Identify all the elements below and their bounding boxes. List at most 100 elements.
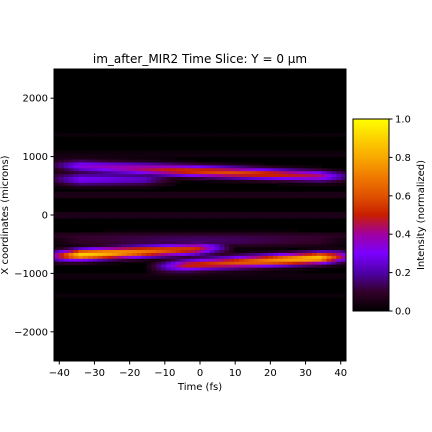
heatmap-cell <box>88 241 94 245</box>
heatmap-cell <box>107 150 113 155</box>
heatmap-cell <box>68 215 75 219</box>
heatmap-cell <box>214 191 221 196</box>
heatmap-cell <box>161 194 167 199</box>
heatmap-cell <box>253 235 259 239</box>
heatmap-cell <box>243 229 250 234</box>
heatmap-cell <box>122 247 128 251</box>
heatmap-cell <box>224 177 230 181</box>
heatmap-cell <box>122 244 128 248</box>
heatmap-cell <box>190 293 196 298</box>
heatmap-cell <box>292 241 298 245</box>
heatmap-cell <box>92 153 99 158</box>
heatmap-cell <box>63 232 70 237</box>
heatmap-cell <box>204 153 211 158</box>
heatmap-cell <box>224 215 230 219</box>
heatmap-cell <box>141 238 148 242</box>
heatmap-cell <box>170 258 177 263</box>
heatmap-cell <box>316 261 323 266</box>
y-axis-label: X coordinates (microns) <box>0 155 11 274</box>
heatmap-cell <box>97 150 104 155</box>
heatmap-cell <box>234 235 240 239</box>
heatmap-cell <box>234 250 240 254</box>
heatmap-cell <box>195 177 201 181</box>
heatmap-cell <box>229 171 235 175</box>
heatmap-cell <box>73 159 79 164</box>
heatmap-cell <box>58 238 65 242</box>
heatmap-cell <box>287 276 294 280</box>
heatmap-cell <box>234 244 240 248</box>
heatmap-cell <box>92 244 99 248</box>
heatmap-cell <box>131 250 138 254</box>
heatmap-cell <box>54 191 60 196</box>
heatmap-cell <box>316 255 323 260</box>
heatmap-cell <box>234 293 240 298</box>
heatmap-cell <box>307 267 313 272</box>
heatmap-cell <box>316 182 323 187</box>
heatmap-cell <box>200 293 206 298</box>
heatmap-cell <box>185 264 191 269</box>
heatmap-cell <box>107 247 113 251</box>
heatmap-cell <box>68 156 75 161</box>
heatmap-cell <box>331 150 337 155</box>
heatmap-cell <box>336 255 342 260</box>
heatmap-cell <box>273 261 279 266</box>
heatmap-cell <box>253 293 259 298</box>
heatmap-cell <box>238 232 245 237</box>
heatmap-cell <box>238 247 245 251</box>
heatmap-cell <box>63 156 70 161</box>
heatmap-cell <box>122 258 128 263</box>
heatmap-cell <box>282 182 289 187</box>
heatmap-cell <box>88 174 94 178</box>
heatmap-cell <box>238 238 245 242</box>
heatmap-cell <box>219 238 225 242</box>
heatmap-image <box>54 133 346 298</box>
heatmap-cell <box>234 273 240 277</box>
heatmap-cell <box>127 247 133 251</box>
heatmap-cell <box>292 270 298 274</box>
heatmap-cell <box>190 177 196 181</box>
heatmap-cell <box>161 258 167 263</box>
heatmap-cell <box>224 133 230 137</box>
heatmap-cell <box>204 229 211 234</box>
heatmap-cell <box>302 168 308 172</box>
heatmap-cell <box>248 174 255 178</box>
heatmap-cell <box>229 174 235 178</box>
heatmap-cell <box>102 276 109 280</box>
heatmap-cell <box>258 191 264 196</box>
heatmap-cell <box>63 185 70 190</box>
heatmap-cell <box>238 261 245 266</box>
heatmap-cell <box>78 159 84 164</box>
heatmap-cell <box>204 250 211 254</box>
heatmap-cell <box>195 264 201 269</box>
heatmap-cell <box>190 174 196 178</box>
heatmap-cell <box>136 133 143 137</box>
heatmap-cell <box>282 293 289 298</box>
heatmap-cell <box>302 273 308 277</box>
heatmap-cell <box>136 250 143 254</box>
heatmap-cell <box>117 232 123 237</box>
heatmap-cell <box>229 165 235 169</box>
heatmap-cell <box>180 171 186 175</box>
heatmap-cell <box>219 255 225 260</box>
heatmap-cell <box>287 267 294 272</box>
heatmap-cell <box>273 270 279 274</box>
heatmap-cell <box>136 165 143 169</box>
heatmap-cell <box>321 232 328 237</box>
heatmap-cell <box>78 215 84 219</box>
heatmap-cell <box>311 276 318 280</box>
heatmap-cell <box>282 232 289 237</box>
heatmap-cell <box>170 267 177 272</box>
heatmap-cell <box>204 238 211 242</box>
heatmap-cell <box>229 258 235 263</box>
colorbar-tick-label: 0.2 <box>395 268 411 279</box>
heatmap-cell <box>83 273 89 277</box>
heatmap-cell <box>263 171 269 175</box>
heatmap-cell <box>219 258 225 263</box>
heatmap-cell <box>185 229 191 234</box>
heatmap-cell <box>331 182 337 187</box>
heatmap-cell <box>326 241 332 245</box>
heatmap-cell <box>58 174 65 178</box>
heatmap-cell <box>78 238 84 242</box>
heatmap-cell <box>102 258 109 263</box>
heatmap-cell <box>331 194 337 199</box>
